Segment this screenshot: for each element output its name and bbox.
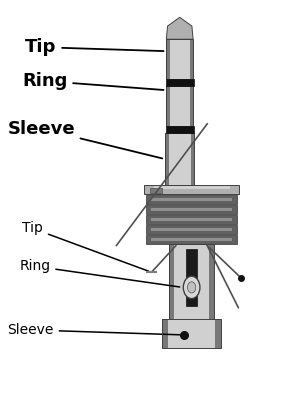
- Text: Ring: Ring: [22, 72, 164, 90]
- Bar: [190, 86, 193, 126]
- Polygon shape: [166, 17, 193, 39]
- Bar: [166, 86, 193, 126]
- Bar: [154, 186, 230, 189]
- Bar: [166, 86, 170, 126]
- Bar: [165, 133, 194, 185]
- Text: Tip: Tip: [22, 221, 149, 271]
- Bar: [170, 86, 190, 126]
- Text: Tip: Tip: [25, 38, 164, 56]
- Bar: [151, 228, 232, 231]
- Bar: [169, 243, 214, 319]
- Bar: [166, 126, 194, 133]
- Bar: [162, 319, 221, 348]
- Text: Ring: Ring: [19, 259, 180, 287]
- Text: Sleeve: Sleeve: [7, 120, 162, 158]
- Bar: [162, 319, 168, 348]
- Bar: [215, 319, 221, 348]
- Bar: [151, 218, 232, 221]
- Bar: [146, 225, 237, 233]
- Bar: [150, 188, 162, 192]
- Text: Sleeve: Sleeve: [7, 323, 181, 337]
- Bar: [169, 133, 190, 185]
- Bar: [166, 39, 170, 79]
- Bar: [190, 39, 193, 79]
- Circle shape: [183, 276, 200, 298]
- Bar: [165, 133, 169, 185]
- Bar: [151, 198, 232, 201]
- Bar: [169, 243, 174, 319]
- Bar: [190, 133, 194, 185]
- Bar: [170, 39, 190, 79]
- Bar: [144, 185, 239, 194]
- Circle shape: [188, 282, 196, 293]
- Bar: [168, 319, 215, 348]
- Bar: [146, 195, 237, 204]
- Bar: [166, 79, 194, 86]
- Bar: [151, 209, 232, 211]
- Bar: [151, 238, 232, 241]
- Bar: [146, 235, 237, 243]
- Bar: [186, 249, 197, 306]
- Bar: [146, 215, 237, 224]
- Bar: [209, 243, 214, 319]
- Bar: [174, 243, 209, 319]
- Bar: [166, 39, 193, 79]
- Bar: [146, 205, 237, 214]
